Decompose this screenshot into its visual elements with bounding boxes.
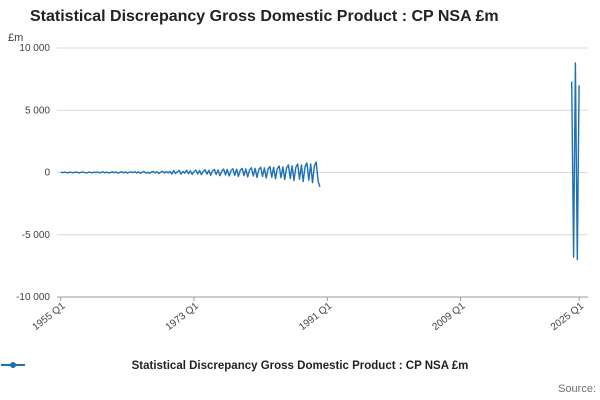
- x-tick-label: 1991 Q1: [297, 300, 334, 333]
- chart-title: Statistical Discrepancy Gross Domestic P…: [30, 8, 499, 25]
- y-axis-unit-label: £m: [8, 32, 24, 44]
- legend-label: Statistical Discrepancy Gross Domestic P…: [131, 360, 469, 372]
- series-line: [60, 62, 580, 261]
- source-label: Source:: [558, 383, 596, 395]
- y-tick-label: -5 000: [22, 230, 51, 241]
- x-tick-label: 1955 Q1: [31, 300, 68, 333]
- y-tick-label: 5 000: [25, 105, 50, 116]
- y-tick-label: -10 000: [16, 292, 50, 303]
- y-tick-label: 0: [44, 168, 50, 179]
- legend-item[interactable]: Statistical Discrepancy Gross Domestic P…: [0, 360, 600, 372]
- legend-line-icon: [1, 362, 25, 368]
- y-tick-label: 10 000: [19, 43, 50, 54]
- x-tick-label: 2009 Q1: [430, 300, 467, 333]
- x-tick-label: 1973 Q1: [164, 300, 201, 333]
- x-tick-label: 2025 Q1: [549, 300, 586, 333]
